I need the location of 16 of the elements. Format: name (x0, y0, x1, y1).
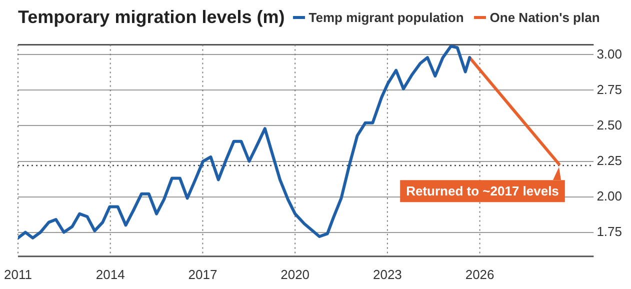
legend-label: Temp migrant population (308, 10, 464, 24)
annotation: Returned to ~2017 levels (406, 184, 559, 199)
chart-title: Temporary migration levels (m) (18, 6, 285, 28)
x-tick-label: 2017 (188, 266, 218, 282)
x-tick-label: 2023 (372, 266, 402, 282)
x-tick-label: 2011 (4, 266, 32, 282)
y-tick-label: 2.50 (596, 117, 622, 132)
x-tick-label: 2026 (465, 266, 494, 282)
y-tick-label: 3.00 (596, 46, 622, 62)
y-tick-label: 2.25 (596, 152, 622, 168)
y-tick-label: 2.00 (596, 188, 622, 204)
y-tick-label: 2.75 (596, 82, 622, 97)
x-tick-label: 2014 (96, 266, 125, 282)
legend-label: One Nation's plan (490, 10, 600, 24)
y-tick-label: 1.75 (596, 224, 622, 239)
x-tick-label: 2020 (280, 266, 310, 282)
